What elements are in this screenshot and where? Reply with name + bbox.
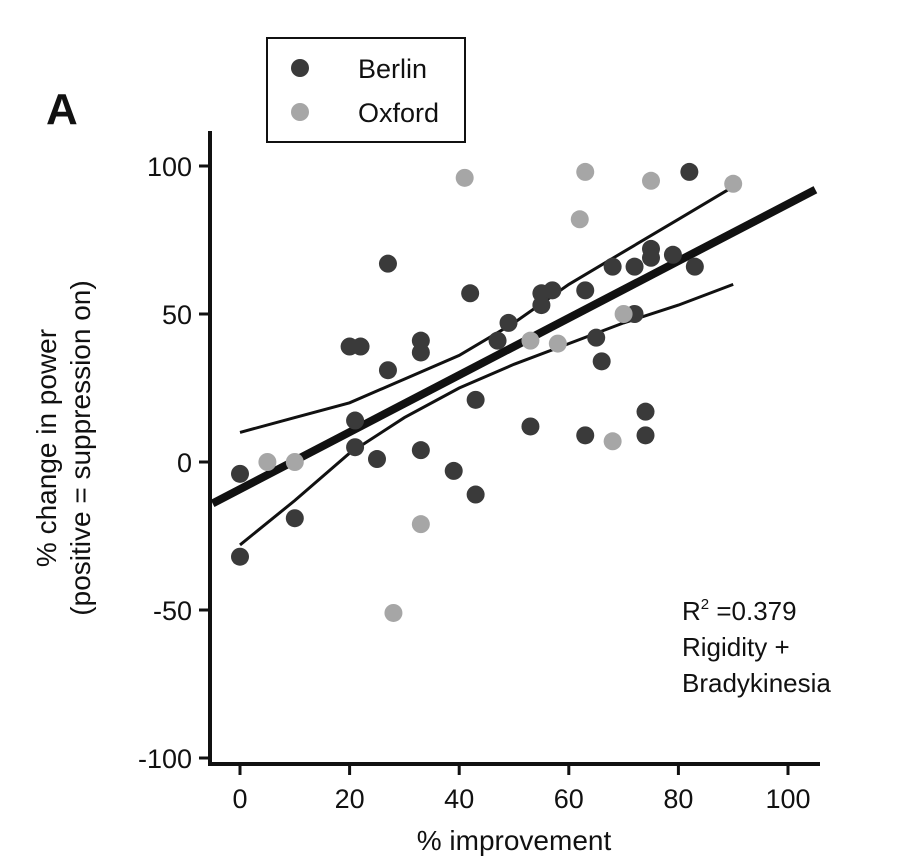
point-berlin [411, 331, 430, 350]
point-berlin [685, 257, 704, 276]
point-oxford [724, 174, 743, 193]
point-berlin [231, 464, 249, 483]
x-tick-label: 40 [444, 784, 474, 814]
legend-marker-oxford [291, 103, 309, 121]
legend: Berlin Oxford [266, 37, 466, 143]
point-berlin [636, 426, 655, 445]
point-berlin [499, 313, 518, 332]
point-berlin [488, 331, 507, 350]
point-oxford [285, 453, 304, 471]
point-berlin [466, 390, 485, 409]
fit-lines [210, 185, 818, 547]
point-berlin [576, 281, 595, 300]
confidence-band-upper [239, 185, 734, 434]
point-oxford [548, 334, 567, 353]
point-berlin [466, 485, 485, 504]
y-tick-label: 0 [177, 448, 192, 478]
legend-label-berlin: Berlin [358, 54, 427, 84]
y-tick-label: -50 [153, 596, 192, 626]
y-axis-title-line1: % change in power [31, 329, 62, 567]
point-berlin [625, 257, 644, 276]
point-berlin [532, 296, 551, 315]
point-oxford [614, 305, 633, 323]
point-berlin [663, 245, 682, 264]
panel-label: A [46, 85, 78, 134]
y-ticks: -100 -50 0 50 100 [138, 152, 210, 774]
point-berlin [231, 547, 249, 566]
point-berlin [636, 402, 655, 421]
data-points [231, 162, 743, 622]
x-tick-label: 60 [554, 784, 584, 814]
point-oxford [642, 171, 660, 190]
confidence-band-lower [239, 282, 734, 547]
point-oxford [384, 603, 403, 622]
annotation-line-3: Bradykinesia [682, 668, 831, 698]
point-oxford [576, 162, 595, 181]
point-berlin [642, 248, 660, 267]
point-berlin [351, 337, 370, 356]
axes: -100 -50 0 50 100 0 20 40 60 80 100 [138, 131, 820, 814]
annotation: R2 =0.379 Rigidity + Bradykinesia [682, 596, 831, 698]
point-berlin [461, 284, 480, 303]
point-berlin [576, 426, 595, 445]
point-berlin [378, 254, 397, 273]
point-oxford [258, 453, 277, 471]
point-berlin [543, 281, 562, 300]
y-axis-title-line2: (positive = suppression on) [65, 280, 96, 615]
y-tick-label: 100 [147, 152, 192, 182]
regression-line [210, 186, 818, 507]
annotation-line-2: Rigidity + [682, 632, 790, 662]
point-oxford [411, 515, 430, 534]
point-berlin [378, 361, 397, 380]
legend-label-oxford: Oxford [358, 98, 439, 128]
point-oxford [603, 432, 622, 451]
point-berlin [368, 450, 386, 469]
r-squared-label: R2 =0.379 [682, 596, 797, 626]
point-berlin [444, 461, 463, 480]
point-berlin [587, 328, 606, 347]
point-oxford [570, 210, 589, 229]
y-tick-label: 50 [162, 300, 192, 330]
point-berlin [411, 441, 430, 460]
x-tick-label: 100 [765, 784, 810, 814]
point-oxford [521, 331, 540, 350]
point-berlin [592, 352, 611, 371]
point-berlin [603, 257, 622, 276]
point-berlin [346, 438, 365, 457]
point-berlin [680, 162, 699, 181]
point-berlin [285, 509, 304, 528]
legend-box [266, 37, 466, 143]
x-tick-label: 0 [232, 784, 247, 814]
point-berlin [521, 417, 540, 436]
x-axis-title: % improvement [417, 825, 612, 856]
point-oxford [455, 168, 474, 187]
x-tick-label: 80 [663, 784, 693, 814]
x-tick-label: 20 [335, 784, 365, 814]
y-tick-label: -100 [138, 744, 192, 774]
legend-marker-berlin [291, 59, 309, 77]
x-ticks: 0 20 40 60 80 100 [232, 764, 811, 814]
point-berlin [346, 411, 365, 430]
